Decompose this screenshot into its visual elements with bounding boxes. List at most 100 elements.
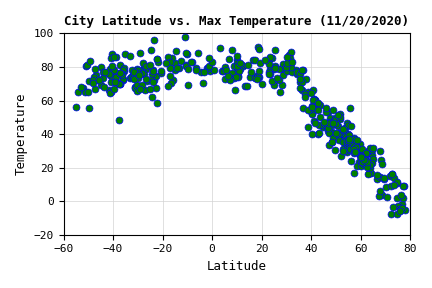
Point bbox=[112, 75, 119, 80]
Point bbox=[353, 138, 360, 142]
Point bbox=[351, 171, 358, 175]
Point bbox=[113, 54, 120, 59]
Point bbox=[166, 60, 173, 65]
Point bbox=[353, 164, 360, 169]
Point bbox=[360, 162, 367, 167]
Point bbox=[321, 123, 327, 127]
Point bbox=[359, 160, 366, 164]
Point bbox=[292, 68, 299, 72]
Point bbox=[205, 63, 212, 68]
Point bbox=[347, 158, 354, 163]
Point bbox=[117, 70, 124, 75]
Point bbox=[175, 66, 182, 70]
Point bbox=[286, 53, 292, 58]
Point bbox=[367, 146, 374, 151]
Point bbox=[339, 147, 346, 152]
Point bbox=[105, 72, 112, 77]
Point bbox=[98, 83, 105, 87]
Point bbox=[89, 77, 96, 82]
Point bbox=[362, 158, 369, 163]
Point bbox=[266, 72, 273, 76]
Point bbox=[356, 149, 363, 154]
Point bbox=[130, 77, 137, 82]
Point bbox=[362, 151, 369, 155]
Point bbox=[299, 79, 305, 84]
Point bbox=[206, 55, 213, 60]
Point bbox=[229, 47, 235, 52]
Point bbox=[304, 125, 311, 130]
Point bbox=[166, 66, 173, 70]
Point bbox=[344, 139, 351, 143]
Point bbox=[382, 185, 389, 190]
Point bbox=[165, 83, 172, 88]
Point bbox=[366, 170, 373, 175]
Point bbox=[276, 67, 283, 71]
Point bbox=[375, 194, 382, 198]
Point bbox=[331, 118, 338, 122]
Point bbox=[155, 60, 162, 64]
Point bbox=[347, 124, 354, 129]
Point bbox=[130, 75, 137, 80]
Point bbox=[305, 107, 312, 112]
Point bbox=[359, 161, 366, 166]
Point bbox=[333, 121, 340, 126]
Point bbox=[350, 136, 357, 141]
Point bbox=[312, 98, 319, 103]
Point bbox=[117, 82, 124, 87]
Point bbox=[240, 64, 247, 68]
X-axis label: Latitude: Latitude bbox=[207, 260, 267, 273]
Point bbox=[329, 136, 336, 141]
Point bbox=[335, 132, 342, 136]
Point bbox=[267, 55, 274, 59]
Point bbox=[225, 73, 232, 78]
Point bbox=[302, 95, 308, 99]
Point bbox=[294, 71, 301, 76]
Point bbox=[271, 66, 278, 70]
Y-axis label: Temperature: Temperature bbox=[15, 93, 28, 175]
Point bbox=[346, 137, 353, 141]
Point bbox=[352, 144, 359, 148]
Point bbox=[169, 56, 176, 61]
Point bbox=[399, 206, 406, 211]
Point bbox=[108, 90, 115, 94]
Point bbox=[133, 83, 140, 88]
Point bbox=[93, 73, 100, 77]
Point bbox=[289, 70, 295, 74]
Point bbox=[266, 70, 273, 75]
Point bbox=[366, 166, 373, 170]
Point bbox=[139, 83, 146, 87]
Point bbox=[128, 68, 135, 73]
Point bbox=[138, 69, 145, 73]
Point bbox=[234, 58, 241, 62]
Point bbox=[379, 193, 386, 198]
Point bbox=[377, 175, 384, 180]
Point bbox=[257, 61, 264, 66]
Point bbox=[287, 65, 294, 69]
Point bbox=[391, 176, 398, 180]
Point bbox=[299, 88, 306, 93]
Point bbox=[296, 76, 303, 81]
Point bbox=[396, 209, 403, 213]
Point bbox=[360, 157, 367, 162]
Point bbox=[281, 68, 288, 73]
Point bbox=[302, 92, 308, 96]
Point bbox=[111, 74, 118, 78]
Point bbox=[394, 196, 401, 200]
Point bbox=[167, 74, 174, 79]
Point bbox=[332, 147, 339, 152]
Point bbox=[222, 77, 229, 82]
Point bbox=[363, 164, 370, 169]
Point bbox=[87, 58, 94, 63]
Point bbox=[317, 115, 324, 119]
Point bbox=[287, 56, 294, 61]
Point bbox=[350, 136, 357, 141]
Point bbox=[265, 57, 272, 62]
Point bbox=[335, 124, 342, 129]
Point bbox=[134, 68, 141, 73]
Point bbox=[209, 59, 216, 64]
Point bbox=[280, 62, 287, 67]
Point bbox=[272, 64, 279, 68]
Point bbox=[387, 183, 394, 188]
Point bbox=[86, 106, 92, 110]
Point bbox=[116, 118, 123, 122]
